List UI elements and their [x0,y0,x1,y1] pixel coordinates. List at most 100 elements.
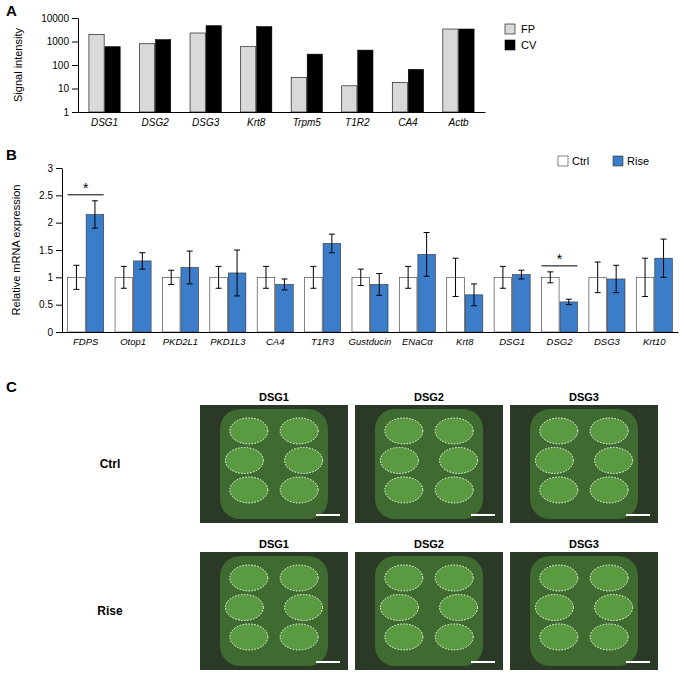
bar [156,40,171,112]
scale-bar [471,661,495,663]
tick: 1.5 [39,245,62,256]
tissue [375,556,483,666]
tissue [220,556,328,666]
tick: 10 [58,83,78,94]
error-bar [661,239,667,277]
axis-line [79,112,486,113]
error-bar [139,253,145,269]
tick-label: 1 [63,107,69,118]
tissue [530,556,638,666]
bar [513,275,531,332]
column-label: DSG2 [414,538,444,550]
taste-bud-outline [435,418,473,444]
error-bar [263,266,269,288]
tick: DSG2 [141,112,169,128]
taste-bud-outline [230,477,268,503]
tick: 3 [47,163,62,174]
bar [291,77,306,112]
bar [105,47,120,112]
tick: 2 [47,217,62,228]
tick-label: FDPS [73,336,99,347]
micrograph [355,552,503,670]
error-bar [424,233,430,277]
tick-mark [56,250,62,251]
bar [276,284,294,332]
taste-bud-outline [535,447,573,473]
error-bar [234,250,240,296]
error-bar [121,266,127,288]
taste-bud-outline [280,565,318,591]
tick-mark [56,305,62,306]
tick-mark [56,195,62,196]
taste-bud-outline [440,594,478,620]
micrograph [355,405,503,523]
tick: Krt8 [247,112,266,128]
legend: FPCV [505,23,537,51]
tick-label: Actb [447,117,468,128]
tick-mark [56,168,62,169]
legend-entry: Rise [613,155,649,167]
error-bar [216,266,222,288]
scale-bar [316,514,340,516]
error-bar [187,251,193,284]
taste-bud-outline [225,447,263,473]
axis: DSG1DSG2DSG3Krt8Trpm5T1R2CA4Actb [79,112,486,128]
column-label: DSG3 [569,391,599,403]
tick-label: Krt8 [247,117,266,128]
error-bar [281,279,287,290]
scale-bar [626,661,650,663]
image-background [510,552,658,670]
taste-bud-outline [285,447,323,473]
bar [190,33,205,112]
column-label: DSG1 [259,538,289,550]
taste-bud-outline [380,447,418,473]
taste-bud-outline [280,477,318,503]
bar [307,54,322,112]
bars [89,26,474,112]
axis-line [63,332,679,333]
taste-bud-outline [590,418,628,444]
bar [206,26,221,112]
legend: CtrlRise [558,155,649,167]
tick-label: CA4 [398,117,418,128]
legend-swatch [613,156,623,166]
error-bar [518,270,524,279]
micrograph [510,405,658,523]
taste-bud-outline [225,594,263,620]
taste-bud-outline [230,624,268,650]
tick-label: ENaCα [402,336,433,347]
annotation: * [83,180,89,196]
tick-label: Trpm5 [293,117,322,128]
tick: DSG3 [594,332,621,347]
error-bar [595,262,601,293]
axis-title: Signal intensity [12,28,24,102]
bar [241,47,256,112]
bar [443,29,458,112]
taste-bud-outline [440,447,478,473]
scale-bar [316,661,340,663]
tick-label: 0 [47,327,53,338]
taste-bud-outline [435,565,473,591]
tick-mark [72,42,78,43]
tick: 1000 [47,36,78,47]
taste-bud-outline [540,624,578,650]
error-bar [642,258,648,296]
taste-bud-outline [590,624,628,650]
tick: Trpm5 [293,112,322,128]
panel-label: A [6,2,17,19]
axis: 00.511.522.53 [39,163,62,338]
tick-label: DSG1 [91,117,118,128]
taste-bud-outline [590,565,628,591]
tick: Actb [447,112,468,128]
axis: FDPSOtop1PKD2L1PKD1L3CA4T1R3GustducinENa… [63,332,679,347]
tick-label: 3 [47,163,53,174]
tick-label: 2 [47,217,53,228]
image-background [355,552,503,670]
tick-label: Krt8 [456,336,474,347]
error-bar [405,266,411,288]
scale-bar [471,514,495,516]
image-background [200,552,348,670]
taste-bud-outline [595,594,633,620]
taste-bud-outline [385,418,423,444]
tick-mark [72,112,78,113]
